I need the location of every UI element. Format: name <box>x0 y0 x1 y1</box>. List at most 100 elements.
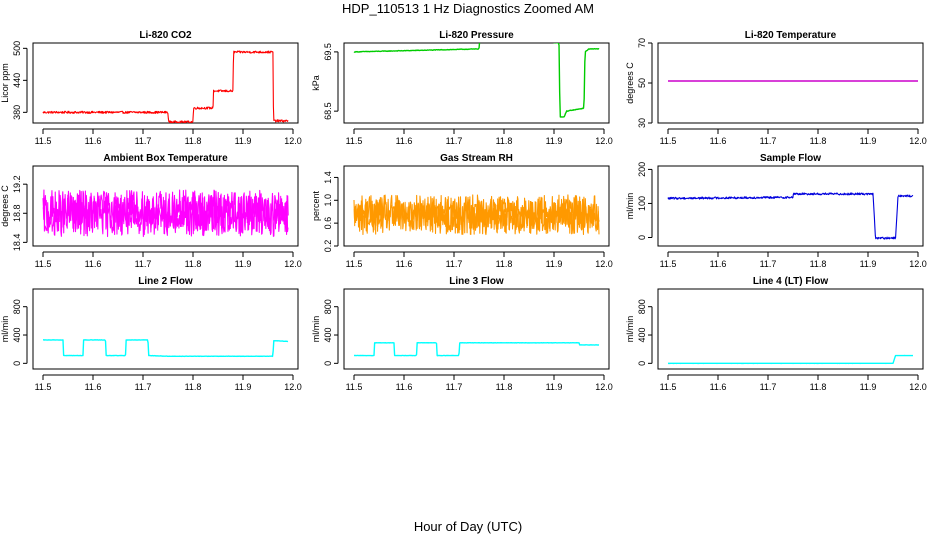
series-line <box>42 50 289 123</box>
x-tick-label: 11.8 <box>185 382 202 392</box>
y-axis-label: percent <box>311 190 321 221</box>
panel-1: Li-820 CO2 11.5 11.6 11.7 11.8 11.9 12.0 380 440… <box>0 30 302 146</box>
plot-frame <box>657 288 924 370</box>
x-tick-label: 11.8 <box>496 382 513 392</box>
x-tick-label: 11.7 <box>446 382 463 392</box>
y-axis-label: degrees C <box>0 185 10 227</box>
panel-2: Li-820 Pressure 11.5 11.6 11.7 11.8 11.9 12.0 6… <box>311 30 613 146</box>
y-tick-label: 0.2 <box>323 240 333 253</box>
plot-frame <box>32 42 299 124</box>
x-tick-label: 12.0 <box>909 382 927 392</box>
panel-title: Sample Flow <box>760 153 821 164</box>
panel-grid: Li-820 CO2 11.5 11.6 11.7 11.8 11.9 12.0 380 440… <box>0 30 927 392</box>
figure-xlabel: Hour of Day (UTC) <box>414 519 522 534</box>
x-tick-label: 11.9 <box>235 136 252 146</box>
x-tick-label: 12.0 <box>595 259 613 269</box>
x-tick-label: 11.6 <box>710 382 727 392</box>
y-axis-label: degrees C <box>625 62 635 104</box>
x-tick-label: 11.8 <box>185 259 202 269</box>
x-tick-label: 12.0 <box>595 136 613 146</box>
y-tick-label: 18.8 <box>12 205 22 223</box>
x-tick-label: 12.0 <box>909 259 927 269</box>
y-tick-label: 70 <box>637 38 647 48</box>
y-tick-label: 400 <box>637 328 647 343</box>
y-axis-label: ml/min <box>311 316 321 343</box>
plot-frame <box>32 288 299 370</box>
x-tick-label: 11.5 <box>346 136 363 146</box>
y-tick-label: 50 <box>637 78 647 88</box>
plot-frame <box>343 42 610 124</box>
x-tick-label: 11.5 <box>35 382 52 392</box>
y-axis-label: ml/min <box>625 316 635 343</box>
y-tick-label: 800 <box>323 299 333 314</box>
y-tick-label: 69.5 <box>323 43 333 61</box>
series-line-dense <box>42 193 289 233</box>
panel-5: Gas Stream RH 11.5 11.6 11.7 11.8 11.9 12.0 0.2… <box>311 153 613 269</box>
x-tick-label: 11.5 <box>660 136 677 146</box>
panel-title: Line 4 (LT) Flow <box>753 276 829 287</box>
x-tick-label: 11.6 <box>85 136 102 146</box>
y-axis-label: ml/min <box>0 316 10 343</box>
x-tick-label: 11.7 <box>135 136 152 146</box>
panel-title: Li-820 Pressure <box>439 30 514 41</box>
y-tick-label: 19.2 <box>12 175 22 193</box>
y-tick-label: 0 <box>637 235 647 240</box>
x-tick-label: 11.8 <box>496 136 513 146</box>
panel-8: Line 3 Flow 11.5 11.6 11.7 11.8 11.9 12.0 0 400 8… <box>311 276 613 392</box>
y-tick-label: 100 <box>637 196 647 211</box>
x-tick-label: 11.5 <box>346 382 363 392</box>
panel-title: Li-820 Temperature <box>745 30 837 41</box>
x-tick-label: 11.5 <box>35 259 52 269</box>
panel-3: Li-820 Temperature 11.5 11.6 11.7 11.8 11.9 12… <box>625 30 927 146</box>
x-tick-label: 12.0 <box>595 382 613 392</box>
x-tick-label: 11.9 <box>546 382 563 392</box>
x-tick-label: 11.8 <box>185 136 202 146</box>
y-tick-label: 18.4 <box>12 234 22 252</box>
x-tick-label: 11.7 <box>446 259 463 269</box>
x-tick-label: 11.9 <box>546 136 563 146</box>
x-tick-label: 11.8 <box>810 136 827 146</box>
y-tick-label: 800 <box>12 299 22 314</box>
panel-7: Line 2 Flow 11.5 11.6 11.7 11.8 11.9 12.0 0 400 8… <box>0 276 302 392</box>
x-tick-label: 11.7 <box>760 259 777 269</box>
y-tick-label: 400 <box>323 328 333 343</box>
x-tick-label: 11.6 <box>396 259 413 269</box>
panel-title: Gas Stream RH <box>440 153 513 164</box>
y-tick-label: 440 <box>12 73 22 88</box>
x-tick-label: 11.9 <box>860 382 877 392</box>
x-tick-label: 11.5 <box>660 259 677 269</box>
y-tick-label: 400 <box>12 328 22 343</box>
series-line <box>667 192 914 240</box>
x-tick-label: 11.6 <box>85 382 102 392</box>
y-tick-label: 1.4 <box>323 171 333 184</box>
y-tick-label: 800 <box>637 299 647 314</box>
x-tick-label: 11.5 <box>660 382 677 392</box>
panel-title: Ambient Box Temperature <box>103 153 228 164</box>
series-line <box>353 43 600 118</box>
series-line <box>667 354 914 365</box>
x-tick-label: 11.9 <box>235 382 252 392</box>
x-tick-label: 11.8 <box>810 382 827 392</box>
plot-frame <box>343 165 610 247</box>
x-tick-label: 12.0 <box>284 136 302 146</box>
panel-4: Ambient Box Temperature 11.5 11.6 11.7 11.8 1… <box>0 153 302 269</box>
x-tick-label: 11.7 <box>135 382 152 392</box>
y-tick-label: 0 <box>12 361 22 366</box>
x-tick-label: 12.0 <box>284 259 302 269</box>
x-tick-label: 11.7 <box>760 136 777 146</box>
x-tick-label: 11.6 <box>85 259 102 269</box>
y-axis-label: ml/min <box>625 193 635 220</box>
x-tick-label: 12.0 <box>909 136 927 146</box>
y-tick-label: 0 <box>323 361 333 366</box>
panel-6: Sample Flow 11.5 11.6 11.7 11.8 11.9 12.0 0 100 2… <box>625 153 927 269</box>
x-tick-label: 11.5 <box>346 259 363 269</box>
y-tick-label: 0.6 <box>323 217 333 230</box>
x-tick-label: 11.9 <box>860 259 877 269</box>
x-tick-label: 11.7 <box>135 259 152 269</box>
figure-title: HDP_110513 1 Hz Diagnostics Zoomed AM <box>342 1 594 16</box>
x-tick-label: 11.6 <box>396 382 413 392</box>
series-line <box>353 342 600 357</box>
x-tick-label: 11.5 <box>35 136 52 146</box>
panel-title: Line 3 Flow <box>449 276 504 287</box>
plot-frame <box>343 288 610 370</box>
